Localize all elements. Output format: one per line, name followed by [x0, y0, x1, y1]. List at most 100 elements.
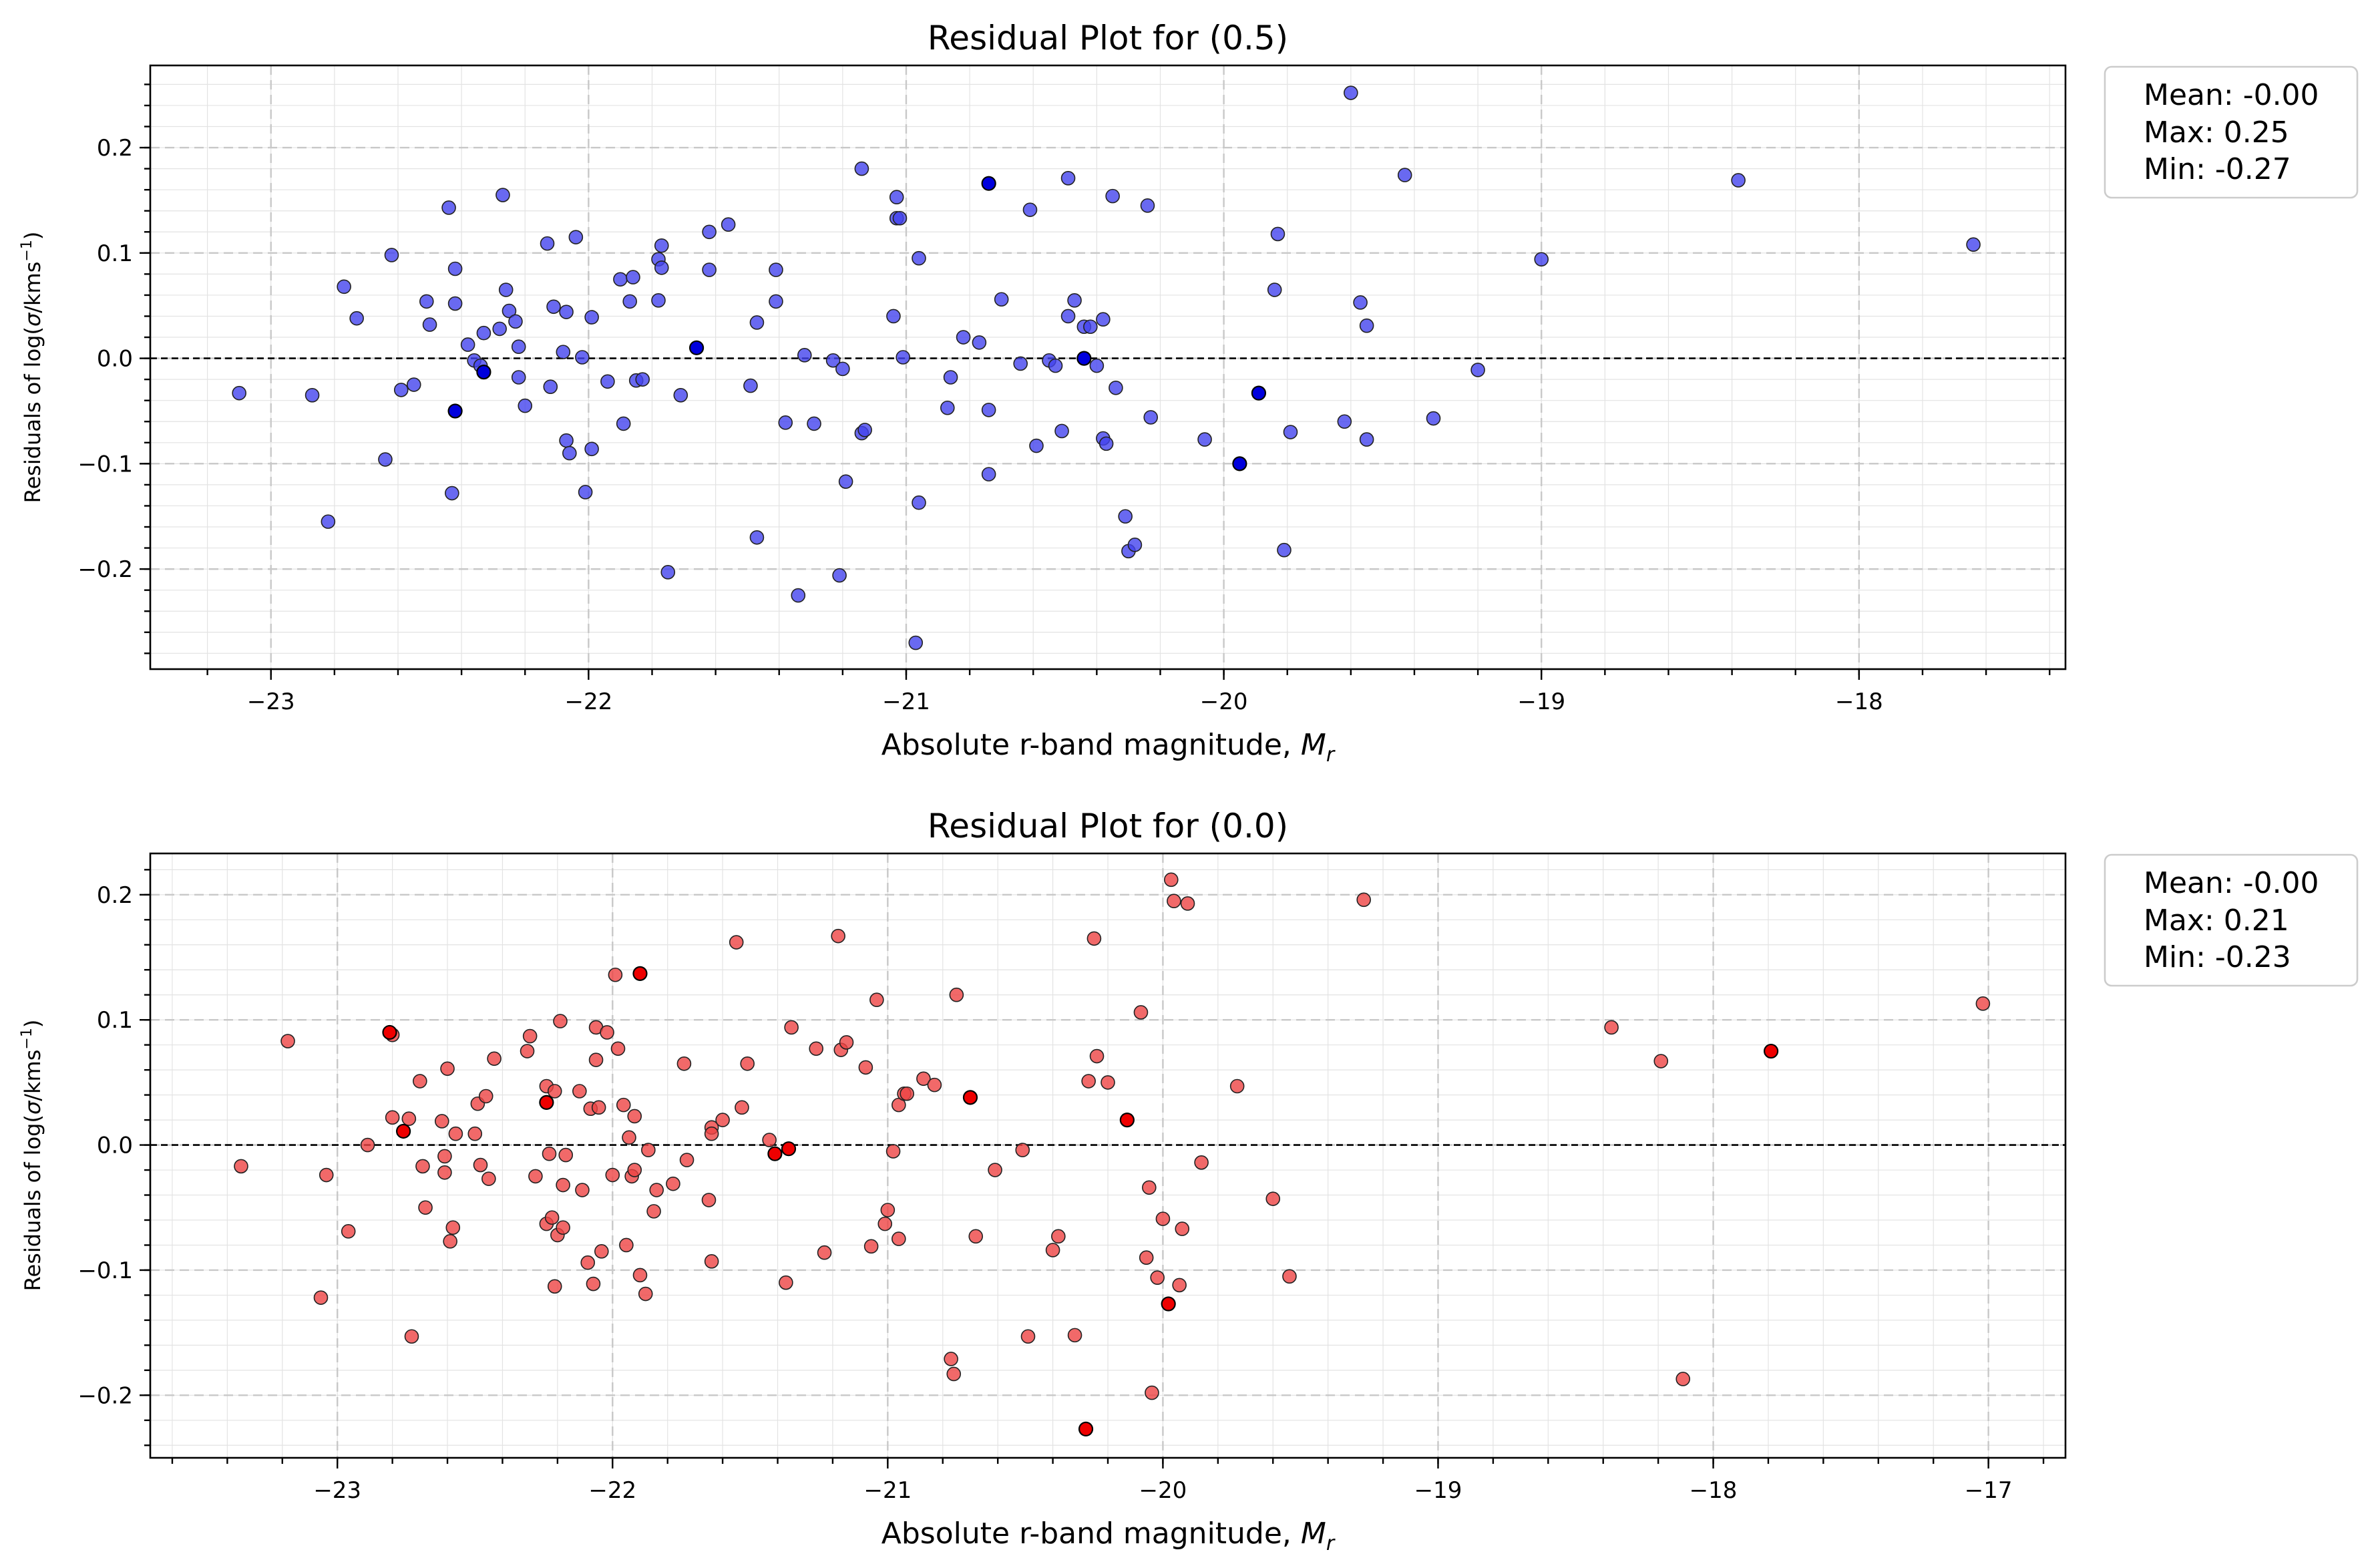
panel-1-data-point [613, 272, 628, 287]
panel-2-data-point [1229, 1079, 1245, 1094]
panel-1-ytick-label: −0.1 [77, 451, 133, 477]
panel-2-data-point [547, 1279, 562, 1294]
panel-1-data-point [1359, 318, 1374, 333]
panel-1-data-point [1426, 411, 1441, 426]
panel-1-data-point [1267, 282, 1282, 297]
panel-2-data-point [544, 1210, 560, 1225]
panel-2-data-point [437, 1149, 452, 1164]
panel-2-data-point [341, 1224, 356, 1239]
panel-2-data-point [762, 1133, 777, 1147]
panel-2-data-point [779, 1275, 793, 1290]
panel-1-xlabel: Absolute r-band magnitude, Mr [881, 728, 1336, 767]
panel-2-data-point [528, 1169, 543, 1184]
panel-1-ylabel: Residuals of log(σ/kms−1) [19, 232, 45, 504]
panel-1-xlabel-symbol: M [1301, 728, 1326, 762]
panel-2-ytick-label: 0.0 [97, 1133, 133, 1159]
panel-1-data-point [651, 293, 666, 308]
panel-1-data-point [791, 588, 806, 603]
panel-1-stat-mean: Mean: -0.00 [2144, 78, 2319, 112]
panel-1-data-point [857, 423, 872, 437]
panel-2-xlabel: Absolute r-band magnitude, Mr [881, 1517, 1336, 1555]
panel-1-data-point [912, 495, 926, 510]
panel-2-xtick-label: −19 [1414, 1477, 1462, 1504]
panel-2-data-point [588, 1052, 604, 1067]
panel-1-stats-frame [2104, 65, 2359, 199]
panel-2-data-point [869, 992, 884, 1008]
panel-1-data-point [492, 321, 507, 337]
panel-2-data-point [600, 1025, 614, 1040]
panel-2-data-point [1163, 872, 1179, 888]
panel-2-data-point [1015, 1143, 1030, 1157]
panel-1-data-point [896, 350, 911, 365]
panel-2-data-point [575, 1183, 590, 1197]
panel-2-data-point [434, 1114, 449, 1129]
panel-1-data-point [1089, 358, 1105, 373]
panel-1-ylabel-close: ) [20, 232, 45, 240]
panel-2-highlighted-point [781, 1141, 797, 1157]
panel-2-ylabel-sigma: σ [20, 1100, 45, 1115]
panel-2-data-point [949, 987, 964, 1002]
panel-1-data-point [749, 315, 765, 330]
panel-2-data-point [1045, 1243, 1060, 1257]
panel-2-data-point [1180, 896, 1195, 911]
panel-1-data-point [441, 200, 456, 215]
panel-2-frame [149, 852, 2067, 1459]
panel-2-data-point [605, 1167, 620, 1183]
panel-2-data-point [839, 1035, 854, 1050]
panel-2-points [234, 872, 1991, 1437]
panel-1-xtick-label: −21 [882, 689, 930, 715]
panel-1-data-point [654, 238, 669, 253]
panel-1-data-point [660, 565, 676, 580]
panel-1-xlabel-subscript: r [1326, 743, 1336, 767]
panel-2-data-point [1265, 1191, 1281, 1206]
panel-1-data-point [559, 305, 574, 319]
panel-2-ticks: −23 −22 −21 −20 −19 −18 −17 −0.2 −0.1 0.0 0.1 0.2 [77, 869, 2045, 1504]
panel-2-data-point [1282, 1269, 1297, 1284]
panel-2-data-point [1142, 1180, 1157, 1195]
panel-1-data-point [349, 311, 364, 326]
panel-2-data-point [649, 1183, 664, 1197]
panel-2-data-point [616, 1097, 631, 1113]
panel-1-data-point [578, 485, 593, 500]
panel-1-data-point [496, 188, 510, 202]
panel-1-data-point [616, 416, 631, 431]
panel-1-data-point [406, 377, 421, 392]
panel-2-data-point [608, 967, 623, 982]
panel-2-data-point [313, 1290, 329, 1305]
panel-2-data-point [944, 1352, 958, 1366]
panel-2-data-point [445, 1220, 461, 1235]
panel-1-xtick-label: −19 [1517, 689, 1565, 715]
panel-1-data-point [622, 294, 637, 309]
panel-1-data-point [797, 348, 812, 363]
panel-1-data-point [1731, 173, 1746, 188]
panel-2-data-point [437, 1165, 452, 1180]
panel-1-data-point [673, 388, 688, 403]
panel-2-ylabel-unit: /kms [20, 1050, 45, 1101]
panel-2-highlighted-point [1161, 1296, 1176, 1312]
panel-2-data-point [1604, 1020, 1619, 1035]
panel-2-data-point [467, 1126, 483, 1141]
panel-1-xtick-label: −18 [1835, 689, 1883, 715]
panel-1-data-point [460, 337, 475, 352]
panel-1-data-point [1283, 425, 1298, 439]
panel-1-data-point [393, 383, 409, 397]
panel-1-data-point [889, 190, 904, 205]
panel-1-data-point [422, 317, 437, 332]
panel-1-data-point [943, 370, 958, 385]
panel-1-data-point [1127, 538, 1143, 552]
panel-1-highlighted-point [476, 364, 491, 380]
panel-2-highlighted-point [1763, 1043, 1779, 1059]
panel-1-highlighted-point [688, 340, 705, 355]
panel-1-data-point [721, 217, 736, 232]
panel-1-data-point [1966, 237, 1981, 252]
panel-2-data-point [704, 1254, 719, 1269]
panel-2-xtick-label: −20 [1139, 1477, 1187, 1504]
panel-2-highlighted-point [1078, 1421, 1094, 1437]
panel-2-highlighted-point [396, 1123, 411, 1139]
panel-1-data-point [1060, 171, 1076, 186]
panel-1-data-point [445, 485, 459, 501]
panel-1-data-point [981, 467, 996, 481]
panel-2-data-point [1172, 1278, 1187, 1293]
panel-1-data-point [981, 403, 996, 417]
panel-2-data-point [735, 1100, 749, 1115]
